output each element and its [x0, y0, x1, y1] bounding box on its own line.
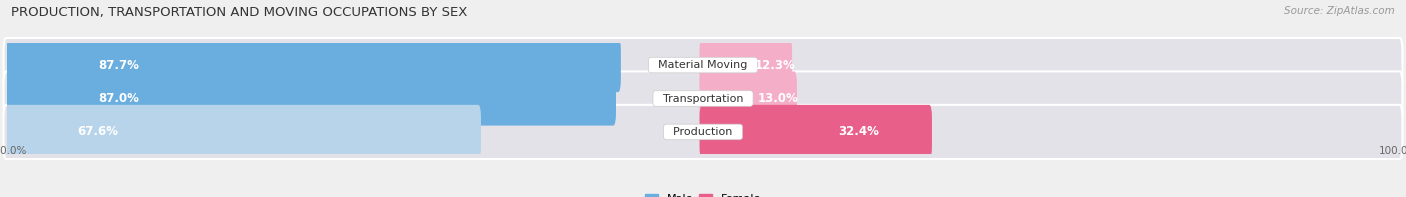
FancyBboxPatch shape: [4, 72, 616, 125]
FancyBboxPatch shape: [4, 38, 621, 92]
Text: Material Moving: Material Moving: [651, 60, 755, 70]
Text: 12.3%: 12.3%: [755, 59, 796, 72]
FancyBboxPatch shape: [4, 72, 1402, 125]
Text: 100.0%: 100.0%: [1379, 146, 1406, 156]
FancyBboxPatch shape: [4, 38, 1402, 92]
Text: 100.0%: 100.0%: [0, 146, 27, 156]
Text: 32.4%: 32.4%: [838, 125, 879, 138]
Text: 87.0%: 87.0%: [98, 92, 139, 105]
FancyBboxPatch shape: [4, 105, 481, 159]
FancyBboxPatch shape: [4, 105, 1402, 159]
Text: 67.6%: 67.6%: [77, 125, 118, 138]
Text: Transportation: Transportation: [655, 94, 751, 103]
FancyBboxPatch shape: [700, 72, 797, 125]
Legend: Male, Female: Male, Female: [640, 190, 766, 197]
Text: Production: Production: [666, 127, 740, 137]
Text: Source: ZipAtlas.com: Source: ZipAtlas.com: [1284, 6, 1395, 16]
Text: 13.0%: 13.0%: [758, 92, 799, 105]
FancyBboxPatch shape: [700, 38, 792, 92]
Text: PRODUCTION, TRANSPORTATION AND MOVING OCCUPATIONS BY SEX: PRODUCTION, TRANSPORTATION AND MOVING OC…: [11, 6, 468, 19]
FancyBboxPatch shape: [700, 105, 932, 159]
Text: 87.7%: 87.7%: [98, 59, 139, 72]
